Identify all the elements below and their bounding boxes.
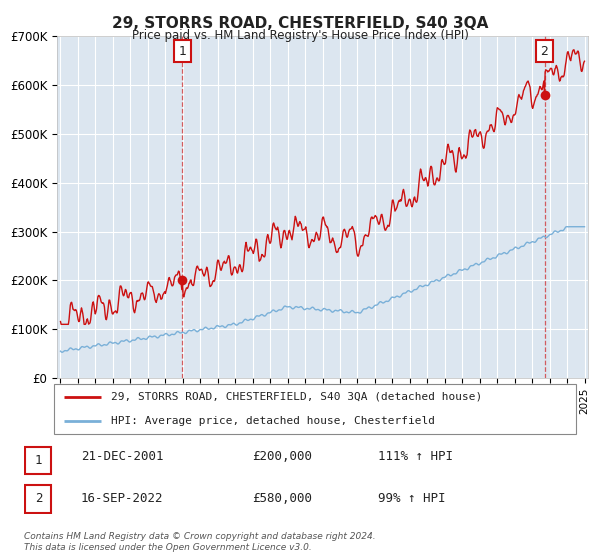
FancyBboxPatch shape xyxy=(54,384,576,434)
Text: 16-SEP-2022: 16-SEP-2022 xyxy=(81,492,163,505)
Text: £200,000: £200,000 xyxy=(252,450,312,463)
Text: 2: 2 xyxy=(35,492,42,505)
Text: This data is licensed under the Open Government Licence v3.0.: This data is licensed under the Open Gov… xyxy=(24,543,312,552)
Text: 2: 2 xyxy=(541,45,548,58)
Text: 21-DEC-2001: 21-DEC-2001 xyxy=(81,450,163,463)
Text: Contains HM Land Registry data © Crown copyright and database right 2024.: Contains HM Land Registry data © Crown c… xyxy=(24,532,376,541)
Text: 111% ↑ HPI: 111% ↑ HPI xyxy=(378,450,453,463)
FancyBboxPatch shape xyxy=(25,485,52,512)
Text: 29, STORRS ROAD, CHESTERFIELD, S40 3QA (detached house): 29, STORRS ROAD, CHESTERFIELD, S40 3QA (… xyxy=(112,391,482,402)
Text: 99% ↑ HPI: 99% ↑ HPI xyxy=(378,492,445,505)
Text: 1: 1 xyxy=(35,454,42,467)
Text: Price paid vs. HM Land Registry's House Price Index (HPI): Price paid vs. HM Land Registry's House … xyxy=(131,29,469,42)
Text: HPI: Average price, detached house, Chesterfield: HPI: Average price, detached house, Ches… xyxy=(112,416,436,426)
Text: 1: 1 xyxy=(178,45,186,58)
Text: £580,000: £580,000 xyxy=(252,492,312,505)
Text: 29, STORRS ROAD, CHESTERFIELD, S40 3QA: 29, STORRS ROAD, CHESTERFIELD, S40 3QA xyxy=(112,16,488,31)
FancyBboxPatch shape xyxy=(25,447,52,474)
